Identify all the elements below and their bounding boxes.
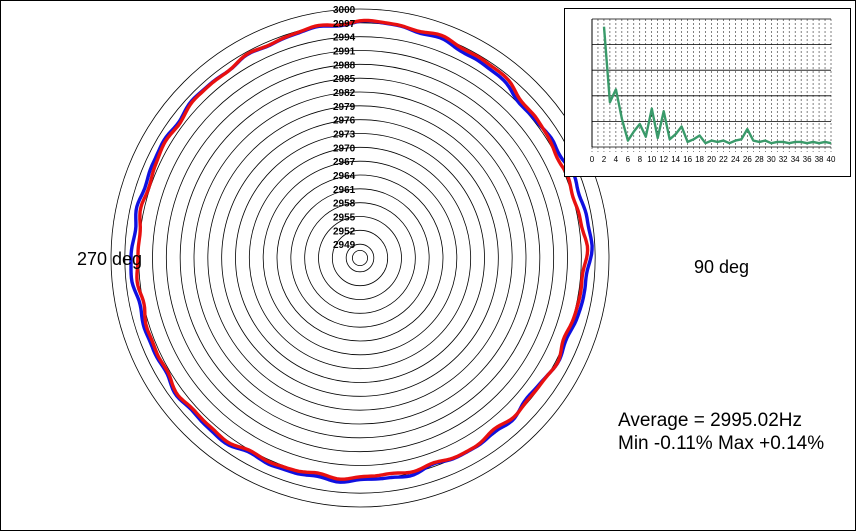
angle-label-270: 270 deg	[77, 249, 143, 269]
spectrum-x-tick-label: 12	[659, 155, 668, 164]
radial-tick-label: 2949	[333, 240, 356, 251]
spectrum-x-tick-label: 40	[827, 155, 836, 164]
radial-tick-label: 2970	[333, 143, 356, 154]
polar-grid-ring	[262, 160, 458, 356]
polar-grid-ring	[207, 105, 513, 411]
spectrum-x-tick-label: 20	[707, 155, 716, 164]
radial-tick-label: 2964	[333, 171, 356, 182]
polar-tick-labels: 3000 2997 2994 2991 2988 2985 2982 2979 2976 2973…	[333, 5, 356, 251]
spectrum-x-tick-label: 22	[719, 155, 728, 164]
radial-tick-label: 2952	[333, 226, 356, 237]
polar-grid-ring	[165, 63, 555, 453]
minmax-text: Min -0.11% Max +0.14%	[618, 433, 825, 454]
spectrum-x-tick-label: 24	[731, 155, 740, 164]
spectrum-x-tick-label: 32	[779, 155, 788, 164]
spectrum-x-tick-label: 30	[767, 155, 776, 164]
spectrum-x-tick-label: 38	[815, 155, 824, 164]
spectrum-tick-labels: 0 2 4 6 8 10 12 14 16 18 20 22 24 26 28 30 32 34 36 38 40	[590, 155, 836, 164]
radial-tick-label: 2988	[333, 60, 356, 71]
polar-grid-ring	[345, 243, 375, 273]
polar-series-line-red	[135, 18, 590, 481]
polar-series	[129, 18, 594, 484]
radial-tick-label: 2979	[333, 102, 356, 113]
spectrum-x-tick-label: 8	[638, 155, 643, 164]
polar-grid-ring	[304, 202, 416, 314]
radial-tick-label: 2958	[333, 199, 356, 210]
radial-tick-label: 2997	[333, 19, 356, 30]
polar-grid-ring	[138, 36, 582, 480]
spectrum-inset: 0 2 4 6 8 10 12 14 16 18 20 22 24 26 28 30 32 34 36 38 40	[564, 8, 851, 177]
polar-grid-ring	[331, 229, 389, 287]
polar-grid-ring	[152, 50, 568, 466]
spectrum-plot: 0 2 4 6 8 10 12 14 16 18 20 22 24 26 28 30 32 34 36 38 40	[590, 18, 836, 164]
polar-grid-ring	[179, 77, 541, 439]
polar-grid-ring	[124, 22, 596, 494]
spectrum-x-tick-label: 4	[614, 155, 619, 164]
polar-grid-ring	[276, 174, 444, 342]
radial-tick-label: 2991	[333, 47, 356, 58]
polar-grid-ring	[248, 146, 472, 370]
spectrum-x-tick-label: 36	[803, 155, 812, 164]
radial-tick-label: 2967	[333, 157, 356, 168]
polar-grid-ring	[221, 119, 499, 397]
average-text: Average = 2995.02Hz	[618, 410, 802, 431]
polar-series-line-blue	[129, 19, 594, 484]
polar-grid-ring	[110, 8, 610, 508]
polar-grid-ring	[193, 91, 527, 425]
polar-grid-ring	[235, 133, 485, 383]
spectrum-x-tick-label: 6	[626, 155, 631, 164]
spectrum-x-tick-label: 18	[695, 155, 704, 164]
spectrum-grid	[591, 18, 832, 152]
spectrum-x-tick-label: 2	[602, 155, 607, 164]
spectrum-x-tick-label: 14	[671, 155, 680, 164]
spectrum-x-tick-label: 0	[590, 155, 595, 164]
radial-tick-label: 2955	[333, 213, 356, 224]
radial-tick-label: 3000	[333, 5, 356, 16]
radial-tick-label: 2982	[333, 88, 356, 99]
spectrum-x-tick-label: 16	[683, 155, 692, 164]
polar-grid-ring	[290, 188, 430, 328]
polar-grid-ring	[318, 216, 402, 300]
polar-grid	[110, 8, 610, 508]
spectrum-series-line	[602, 26, 832, 145]
radial-tick-label: 2976	[333, 116, 356, 127]
spectrum-x-tick-label: 26	[743, 155, 752, 164]
radial-tick-label: 2961	[333, 185, 356, 196]
spectrum-x-tick-label: 34	[791, 155, 800, 164]
spectrum-x-tick-label: 28	[755, 155, 764, 164]
spectrum-x-tick-label: 10	[647, 155, 656, 164]
radial-tick-label: 2985	[333, 74, 356, 85]
spectrum-series	[602, 26, 832, 145]
radial-tick-label: 2973	[333, 130, 356, 141]
angle-label-90: 90 deg	[694, 257, 750, 277]
radial-tick-label: 2994	[333, 33, 356, 44]
polar-grid-ring	[351, 249, 369, 267]
